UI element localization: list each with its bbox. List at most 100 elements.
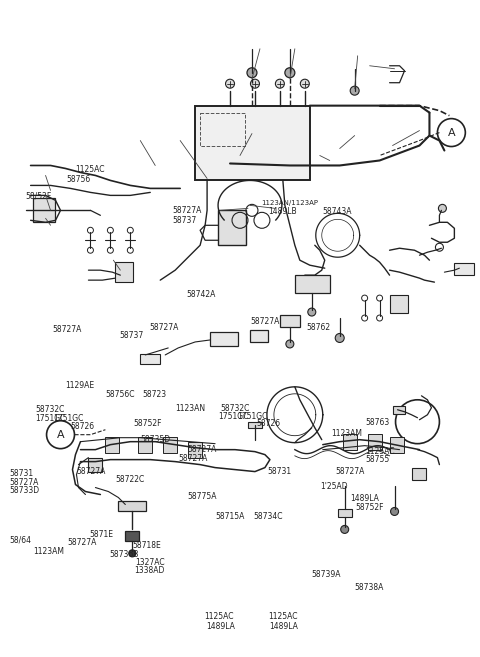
Circle shape: [276, 79, 284, 88]
Text: 1751GC: 1751GC: [218, 413, 249, 421]
FancyBboxPatch shape: [390, 437, 404, 453]
Text: 58727A: 58727A: [52, 325, 82, 334]
Text: 1'25AD: 1'25AD: [321, 482, 348, 491]
FancyBboxPatch shape: [390, 295, 408, 313]
FancyBboxPatch shape: [119, 501, 146, 511]
Text: 58727A: 58727A: [172, 206, 202, 215]
Text: 58743A: 58743A: [323, 208, 352, 216]
Text: 58752F: 58752F: [134, 419, 162, 428]
Text: 58727A: 58727A: [336, 467, 365, 476]
Circle shape: [391, 507, 398, 516]
Text: 1327AC: 1327AC: [135, 558, 164, 567]
Circle shape: [251, 79, 260, 88]
FancyBboxPatch shape: [250, 330, 268, 342]
Text: 1123AN/1123AP: 1123AN/1123AP: [262, 200, 319, 206]
Text: 1489LA: 1489LA: [269, 622, 298, 631]
Text: 1338AD: 1338AD: [134, 566, 164, 576]
Text: 58739A: 58739A: [312, 570, 341, 579]
Text: 58763: 58763: [365, 418, 390, 426]
Text: 58727A: 58727A: [76, 467, 106, 476]
Text: 58718E: 58718E: [132, 541, 161, 551]
FancyBboxPatch shape: [138, 437, 152, 453]
Text: 58733D: 58733D: [9, 486, 39, 495]
Text: 58726: 58726: [70, 422, 94, 431]
Text: 58732C: 58732C: [220, 404, 249, 413]
Text: 58727A: 58727A: [251, 317, 280, 327]
Text: 1123AN: 1123AN: [175, 404, 205, 413]
Text: 58734C: 58734C: [253, 512, 283, 521]
Text: 58727A: 58727A: [187, 445, 217, 453]
FancyBboxPatch shape: [393, 406, 405, 414]
FancyBboxPatch shape: [163, 437, 177, 453]
FancyBboxPatch shape: [368, 434, 382, 449]
Text: A: A: [447, 127, 455, 137]
Text: 58756C: 58756C: [105, 390, 134, 399]
Text: 58732C: 58732C: [35, 405, 64, 414]
Circle shape: [226, 79, 235, 88]
FancyBboxPatch shape: [248, 422, 262, 428]
Circle shape: [308, 308, 316, 316]
Text: 1489LB: 1489LB: [268, 208, 296, 216]
Circle shape: [247, 68, 257, 78]
FancyBboxPatch shape: [343, 434, 357, 449]
Text: 58755: 58755: [365, 455, 390, 464]
Circle shape: [285, 68, 295, 78]
Text: 58731: 58731: [9, 469, 34, 478]
FancyBboxPatch shape: [218, 210, 246, 245]
Text: 58762: 58762: [306, 323, 330, 332]
Text: 58727A: 58727A: [149, 323, 179, 332]
Text: 58756: 58756: [67, 175, 91, 184]
Text: 1489LA: 1489LA: [206, 622, 235, 631]
FancyBboxPatch shape: [106, 437, 120, 453]
Text: 1751GC: 1751GC: [35, 415, 66, 423]
Text: 58731: 58731: [268, 467, 292, 476]
Text: 58723: 58723: [142, 390, 166, 399]
Text: 58727A: 58727A: [179, 454, 208, 463]
FancyBboxPatch shape: [412, 468, 426, 480]
Text: 1751GC: 1751GC: [238, 413, 268, 421]
FancyBboxPatch shape: [115, 262, 133, 282]
Text: 58/64: 58/64: [9, 535, 31, 545]
Text: 58736B: 58736B: [110, 550, 139, 559]
Text: 1129AE: 1129AE: [65, 381, 95, 390]
Text: 58737: 58737: [120, 330, 144, 340]
Text: 58727A: 58727A: [9, 478, 39, 487]
FancyBboxPatch shape: [140, 354, 160, 364]
FancyBboxPatch shape: [295, 275, 330, 293]
Circle shape: [286, 340, 294, 348]
Text: 1751GC: 1751GC: [53, 415, 84, 423]
FancyBboxPatch shape: [88, 458, 102, 472]
Text: 1489LA: 1489LA: [350, 493, 379, 503]
FancyBboxPatch shape: [280, 315, 300, 327]
Text: 58722C: 58722C: [116, 474, 145, 484]
Text: 58737: 58737: [172, 216, 196, 225]
Circle shape: [438, 204, 446, 212]
Circle shape: [335, 334, 344, 342]
Text: 58726: 58726: [257, 419, 281, 428]
Text: 5871E: 5871E: [89, 530, 113, 539]
Text: 1123AM: 1123AM: [331, 429, 362, 438]
Circle shape: [350, 86, 359, 95]
Circle shape: [300, 79, 309, 88]
Circle shape: [129, 550, 136, 557]
FancyBboxPatch shape: [188, 442, 202, 458]
Text: 1125AC: 1125AC: [365, 447, 395, 455]
Text: 58738A: 58738A: [354, 583, 384, 592]
FancyBboxPatch shape: [195, 106, 310, 181]
Text: 58727A: 58727A: [68, 538, 97, 547]
Text: 58752F: 58752F: [356, 503, 384, 512]
Text: A: A: [57, 430, 64, 440]
Text: 58715A: 58715A: [215, 512, 244, 521]
FancyBboxPatch shape: [455, 263, 474, 275]
FancyBboxPatch shape: [338, 509, 352, 518]
Text: 1125AC: 1125AC: [75, 166, 104, 175]
FancyBboxPatch shape: [33, 198, 55, 222]
Text: 58775A: 58775A: [187, 491, 217, 501]
FancyBboxPatch shape: [210, 332, 238, 346]
Text: 58735D: 58735D: [141, 436, 170, 444]
FancyBboxPatch shape: [125, 532, 139, 541]
Text: 1123AM: 1123AM: [33, 547, 64, 556]
Text: 58742A: 58742A: [186, 290, 216, 299]
Text: 1125AC: 1125AC: [268, 612, 297, 622]
Text: 1125AC: 1125AC: [204, 612, 234, 622]
